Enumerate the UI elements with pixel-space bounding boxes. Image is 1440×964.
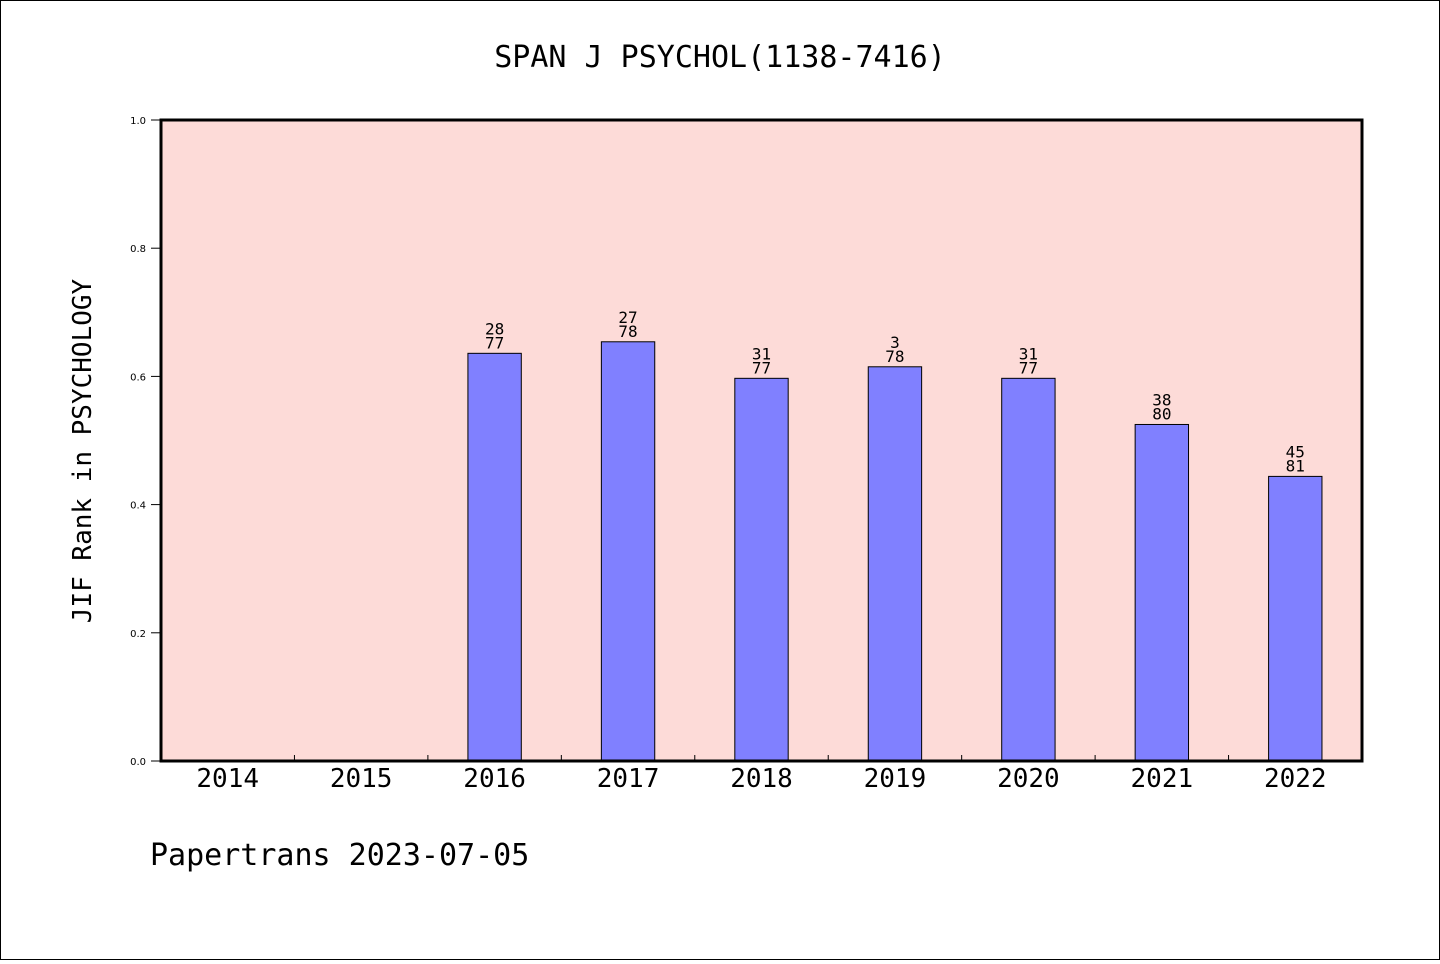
plot-border [159, 118, 1364, 763]
x-tick-label-2019: 2019 [864, 764, 927, 794]
bar-2019 [867, 366, 923, 762]
y-axis: 0.0 0.2 0.4 0.6 0.8 1.0 [130, 116, 161, 768]
footer-credit: Papertrans 2023-07-05 [150, 838, 529, 873]
bar-rank-label-2019: 3 [890, 333, 900, 352]
bar-2017 [600, 341, 656, 762]
bar-rank-label-2016: 28 [485, 319, 504, 338]
bar-total-label-2020: 77 [1019, 358, 1038, 377]
bars-group [467, 341, 1323, 762]
bar-total-label-2022: 81 [1286, 456, 1305, 475]
x-tick-label-2018: 2018 [730, 764, 793, 794]
x-tick-label-2016: 2016 [463, 764, 526, 794]
chart-title: SPAN J PSYCHOL(1138-7416) [494, 40, 946, 75]
bar-2021 [1134, 423, 1190, 762]
bar-total-label-2017: 78 [618, 322, 637, 341]
y-tick-label: 1.0 [130, 116, 146, 127]
bar-rank-label-2022: 45 [1286, 442, 1305, 461]
x-tick-label-2022: 2022 [1264, 764, 1327, 794]
x-tick-label-2014: 2014 [196, 764, 259, 794]
y-axis-label: JIF Rank in PSYCHOLOGY [68, 278, 98, 623]
y-tick-label: 0.4 [130, 501, 146, 512]
bar-rank-label-2017: 27 [618, 308, 637, 327]
bar-2022 [1268, 475, 1323, 762]
bar-total-label-2019: 78 [885, 347, 904, 366]
bar-2016 [467, 352, 522, 762]
y-tick-label: 0.8 [130, 244, 146, 255]
x-tick-label-2020: 2020 [997, 764, 1060, 794]
bar-total-label-2021: 80 [1152, 404, 1171, 423]
x-tick-label-2015: 2015 [330, 764, 393, 794]
bar-rank-label-2018: 31 [752, 344, 771, 363]
y-tick-label: 0.6 [130, 372, 146, 383]
bar-2020 [1001, 377, 1056, 762]
bar-rank-label-2021: 38 [1152, 390, 1171, 409]
y-tick-label: 0.0 [130, 757, 146, 768]
y-tick-label: 0.2 [130, 629, 146, 640]
bar-total-label-2018: 77 [752, 358, 771, 377]
bar-rank-label-2020: 31 [1019, 344, 1038, 363]
bar-2018 [734, 377, 789, 762]
x-axis: 2014 2015 2016 2017 2018 2019 2020 2021 2022 [196, 755, 1327, 794]
x-tick-label-2021: 2021 [1131, 764, 1194, 794]
bar-total-label-2016: 77 [485, 333, 504, 352]
x-tick-label-2017: 2017 [597, 764, 660, 794]
